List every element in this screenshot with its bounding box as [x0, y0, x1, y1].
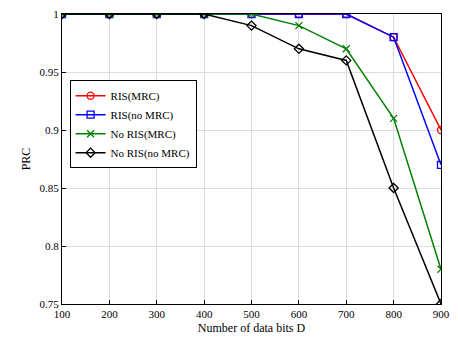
svg-text:No RIS(no MRC): No RIS(no MRC)	[111, 147, 190, 160]
svg-text:0.8: 0.8	[45, 240, 59, 252]
svg-text:800: 800	[385, 308, 402, 320]
svg-text:700: 700	[338, 308, 355, 320]
svg-text:RIS(MRC): RIS(MRC)	[111, 90, 160, 103]
svg-text:400: 400	[196, 308, 213, 320]
svg-text:300: 300	[149, 308, 166, 320]
svg-text:1: 1	[53, 8, 59, 20]
svg-text:0.85: 0.85	[40, 182, 60, 194]
svg-text:0.9: 0.9	[45, 124, 59, 136]
svg-text:PRC: PRC	[19, 148, 33, 171]
svg-text:No RIS(MRC): No RIS(MRC)	[111, 128, 176, 141]
svg-text:100: 100	[54, 308, 71, 320]
svg-text:RIS(no MRC): RIS(no MRC)	[111, 109, 174, 122]
svg-text:0.95: 0.95	[40, 66, 60, 78]
svg-text:500: 500	[243, 308, 260, 320]
svg-text:900: 900	[433, 308, 450, 320]
svg-text:0.75: 0.75	[40, 298, 60, 310]
svg-text:200: 200	[101, 308, 118, 320]
svg-text:600: 600	[291, 308, 308, 320]
svg-text:Number of data bits D: Number of data bits D	[198, 321, 306, 335]
